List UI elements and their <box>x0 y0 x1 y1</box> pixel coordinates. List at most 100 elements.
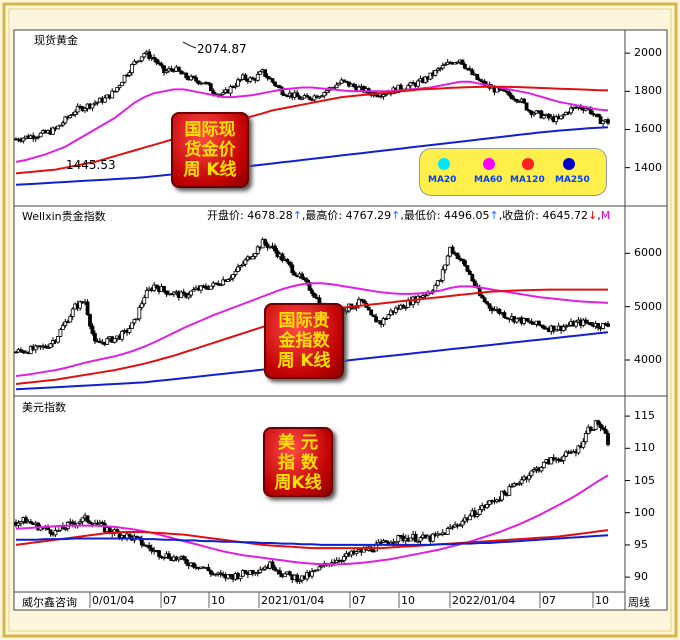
candle-body <box>371 550 376 553</box>
badge2-line2: 金指数 <box>278 331 330 351</box>
candle-body <box>33 137 38 140</box>
low-annotation: 1445.53 <box>66 158 116 172</box>
candle-body <box>117 85 122 88</box>
candle-body <box>85 301 90 315</box>
candle-body <box>290 264 295 274</box>
candle-body <box>366 307 371 311</box>
candle-body <box>583 319 588 323</box>
candle-body <box>477 509 482 515</box>
candle-body <box>482 297 487 303</box>
ma60-dot <box>483 158 495 170</box>
candle-body <box>112 338 117 343</box>
quote-high: 最高价: 4767.29 <box>305 209 392 222</box>
candle-body <box>295 92 300 97</box>
candle-body <box>248 77 253 82</box>
candle-body <box>287 571 292 576</box>
ma250-label: MA250 <box>555 175 590 185</box>
candle-body <box>70 521 75 525</box>
candle-body <box>16 522 21 526</box>
candle-body <box>497 308 502 314</box>
candle-body <box>137 307 142 320</box>
candle-body <box>440 64 445 69</box>
x-tick-label: 10 <box>401 594 415 607</box>
candle-body <box>443 63 448 66</box>
candle-body <box>344 310 349 313</box>
candle-body <box>263 239 268 245</box>
x-tick-label: 10 <box>595 594 609 607</box>
candle-body <box>56 125 60 130</box>
candle-body <box>302 277 307 281</box>
candle-body <box>93 102 97 105</box>
candle-body <box>423 294 428 297</box>
y-tick-label: 1400 <box>634 160 662 174</box>
candle-body <box>588 426 593 431</box>
candle-body <box>559 115 564 120</box>
candle-body <box>460 520 465 526</box>
candle-body <box>554 329 559 332</box>
candle-body <box>532 112 536 116</box>
candle-body <box>463 260 467 267</box>
candle-body <box>221 92 226 95</box>
candle-body <box>134 318 139 321</box>
candle-body <box>517 482 522 485</box>
candle-body <box>529 320 534 324</box>
candle-body <box>36 136 41 139</box>
candle-body <box>93 333 97 342</box>
candle-body <box>574 321 578 327</box>
candle-body <box>467 68 472 71</box>
candle-body <box>58 124 63 127</box>
candle-body <box>194 77 198 82</box>
dollar-index-badge: 美 元 指 数 周K线 <box>263 427 333 497</box>
ma120-label: MA120 <box>510 175 545 185</box>
candle-body <box>514 318 519 323</box>
candle-body <box>480 294 485 299</box>
ma120-dot <box>522 158 534 170</box>
candle-body <box>236 266 240 272</box>
ma60-label: MA60 <box>474 175 503 185</box>
candle-body <box>450 526 455 529</box>
candle-body <box>500 490 504 501</box>
candle-body <box>189 290 194 296</box>
candle-body <box>300 97 305 100</box>
candle-body <box>19 349 23 352</box>
candle-body <box>470 69 475 76</box>
candle-body <box>384 540 388 543</box>
badge1-line2: 货金价 <box>184 140 236 160</box>
candle-body <box>433 284 438 292</box>
candle-body <box>142 53 147 58</box>
y-tick-label: 4000 <box>634 353 662 366</box>
candle-body <box>110 90 115 99</box>
candle-body <box>541 325 546 329</box>
candle-body <box>48 529 53 534</box>
y-tick-label: 5000 <box>634 299 662 313</box>
candle-body <box>56 336 60 343</box>
candle-body <box>551 457 556 460</box>
candle-body <box>228 574 233 577</box>
candle-body <box>509 94 514 100</box>
candle-body <box>438 67 443 70</box>
candle-body <box>258 71 263 75</box>
candle-body <box>122 74 127 83</box>
candle-body <box>445 255 450 266</box>
candle-body <box>598 116 603 125</box>
candle-body <box>322 91 327 97</box>
candle-body <box>78 301 83 309</box>
candle-body <box>263 69 268 77</box>
candle-body <box>401 304 406 309</box>
candle-body <box>354 551 359 555</box>
badge1-line1: 国际现 <box>184 120 236 140</box>
candle-body <box>179 70 184 75</box>
panel1-title: 现货黄金 <box>34 34 78 47</box>
candle-body <box>342 556 346 561</box>
candle-body <box>157 550 161 557</box>
candle-body <box>228 86 233 94</box>
candle-body <box>606 119 610 124</box>
candle-body <box>238 78 243 81</box>
candle-body <box>80 517 85 523</box>
candle-body <box>181 291 186 294</box>
candle-body <box>532 469 536 472</box>
candle-body <box>463 63 467 69</box>
candle-body <box>186 294 191 298</box>
candle-body <box>403 306 408 309</box>
candle-body <box>596 323 601 329</box>
